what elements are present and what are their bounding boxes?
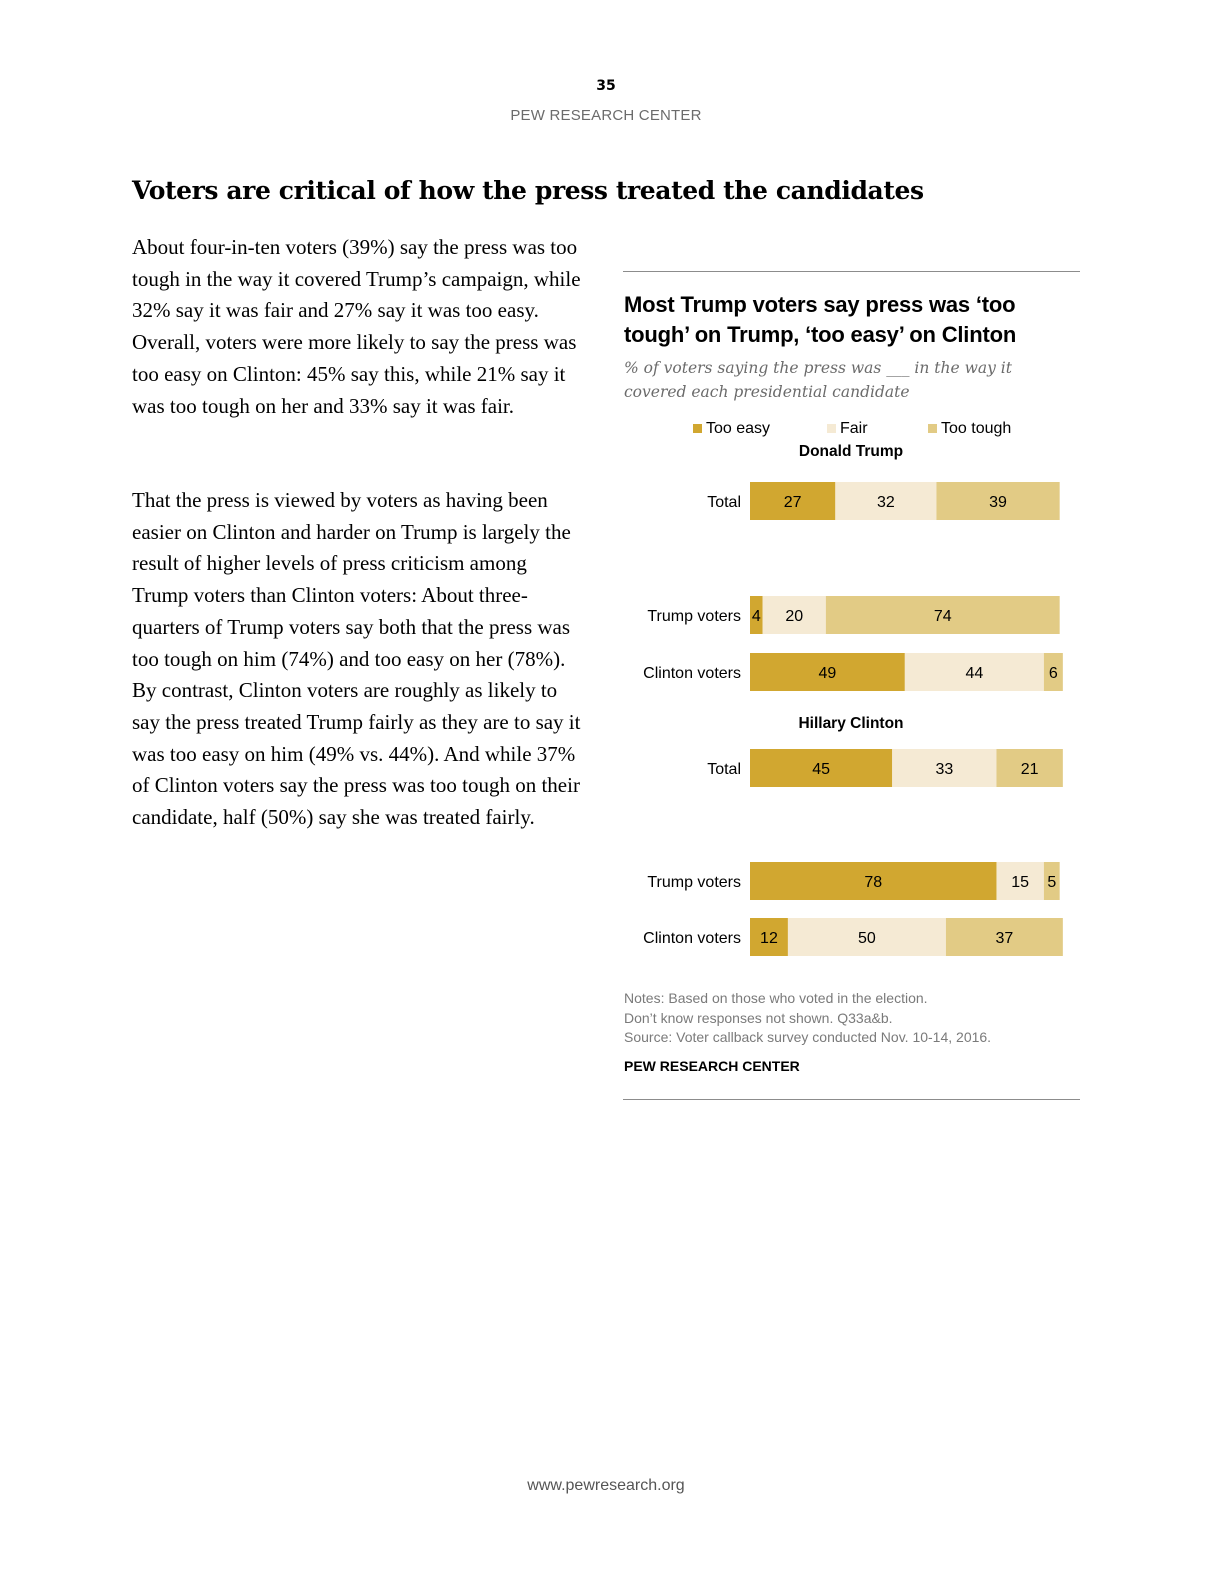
data-label: 39 bbox=[989, 494, 1007, 511]
bar-segment bbox=[750, 653, 905, 691]
bar-segment bbox=[1043, 862, 1060, 900]
data-label: 4 bbox=[752, 608, 761, 625]
legend-label: Too easy bbox=[706, 420, 770, 437]
legend-swatch bbox=[693, 424, 702, 433]
group-heading: Hillary Clinton bbox=[798, 715, 903, 732]
row-label: Clinton voters bbox=[643, 665, 741, 682]
chart-figure: Most Trump voters say press was ‘too tou… bbox=[623, 271, 1080, 1100]
data-label: 5 bbox=[1047, 874, 1056, 891]
body-paragraph-1: About four-in-ten voters (39%) say the p… bbox=[132, 235, 581, 418]
bar-segment bbox=[945, 918, 1063, 956]
data-label: 12 bbox=[760, 930, 778, 947]
stacked-bar-chart: Too easy Fair Too tough Donald Trump Total 27… bbox=[643, 420, 1063, 956]
row-label: Trump voters bbox=[647, 608, 741, 625]
bar-segment bbox=[750, 749, 893, 787]
data-label: 32 bbox=[877, 494, 895, 511]
chart-notes: Notes: Based on those who voted in the e… bbox=[624, 989, 1074, 1048]
chart-subtitle: % of voters saying the press was ___ in … bbox=[624, 359, 1012, 401]
data-label: 6 bbox=[1049, 665, 1058, 682]
bar-segment bbox=[750, 482, 836, 520]
bar-segment bbox=[904, 653, 1044, 691]
data-label: 15 bbox=[1011, 874, 1029, 891]
bar-segment bbox=[1043, 653, 1063, 691]
row-label: Total bbox=[707, 494, 741, 511]
data-label: 21 bbox=[1021, 761, 1039, 778]
data-label: 37 bbox=[995, 930, 1013, 947]
legend-swatch bbox=[827, 424, 836, 433]
bar-segment bbox=[892, 749, 997, 787]
data-label: 49 bbox=[819, 665, 837, 682]
data-label: 27 bbox=[784, 494, 802, 511]
row-label: Clinton voters bbox=[643, 930, 741, 947]
data-label: 78 bbox=[864, 874, 882, 891]
section-heading: Voters are critical of how the press tre… bbox=[132, 176, 924, 205]
chart-note-line: Don’t know responses not shown. Q33a&b. bbox=[624, 1009, 893, 1026]
data-label: 50 bbox=[858, 930, 876, 947]
bar-segment bbox=[936, 482, 1060, 520]
bar-segment bbox=[996, 862, 1044, 900]
data-label: 44 bbox=[965, 665, 983, 682]
bar-segment bbox=[750, 862, 997, 900]
page-number: 35 bbox=[596, 78, 616, 94]
data-label: 33 bbox=[935, 761, 953, 778]
group-heading: Donald Trump bbox=[799, 443, 903, 460]
chart-source-line: Source: Voter callback survey conducted … bbox=[624, 1029, 992, 1045]
row-label: Trump voters bbox=[647, 874, 741, 891]
bar-segment bbox=[750, 596, 763, 634]
data-label: 74 bbox=[934, 608, 952, 625]
row-label: Total bbox=[707, 761, 741, 778]
bar-segment bbox=[787, 918, 946, 956]
footer-url: www.pewresearch.org bbox=[527, 1477, 685, 1494]
header-organization: PEW RESEARCH CENTER bbox=[510, 107, 702, 124]
bar-segment bbox=[750, 918, 788, 956]
bar-segment bbox=[762, 596, 826, 634]
chart-source-organization: PEW RESEARCH CENTER bbox=[624, 1058, 800, 1074]
chart-title: Most Trump voters say press was ‘too tou… bbox=[624, 292, 1017, 347]
legend-swatch bbox=[928, 424, 937, 433]
bar-segment bbox=[996, 749, 1063, 787]
bar-segment bbox=[835, 482, 937, 520]
bar-segment bbox=[825, 596, 1060, 634]
legend-label: Too tough bbox=[941, 420, 1011, 437]
data-label: 20 bbox=[785, 608, 803, 625]
chart-note-line: Notes: Based on those who voted in the e… bbox=[624, 990, 928, 1006]
data-label: 45 bbox=[812, 761, 830, 778]
body-paragraph-2: That the press is viewed by voters as ha… bbox=[132, 488, 581, 830]
legend-label: Fair bbox=[840, 420, 868, 437]
